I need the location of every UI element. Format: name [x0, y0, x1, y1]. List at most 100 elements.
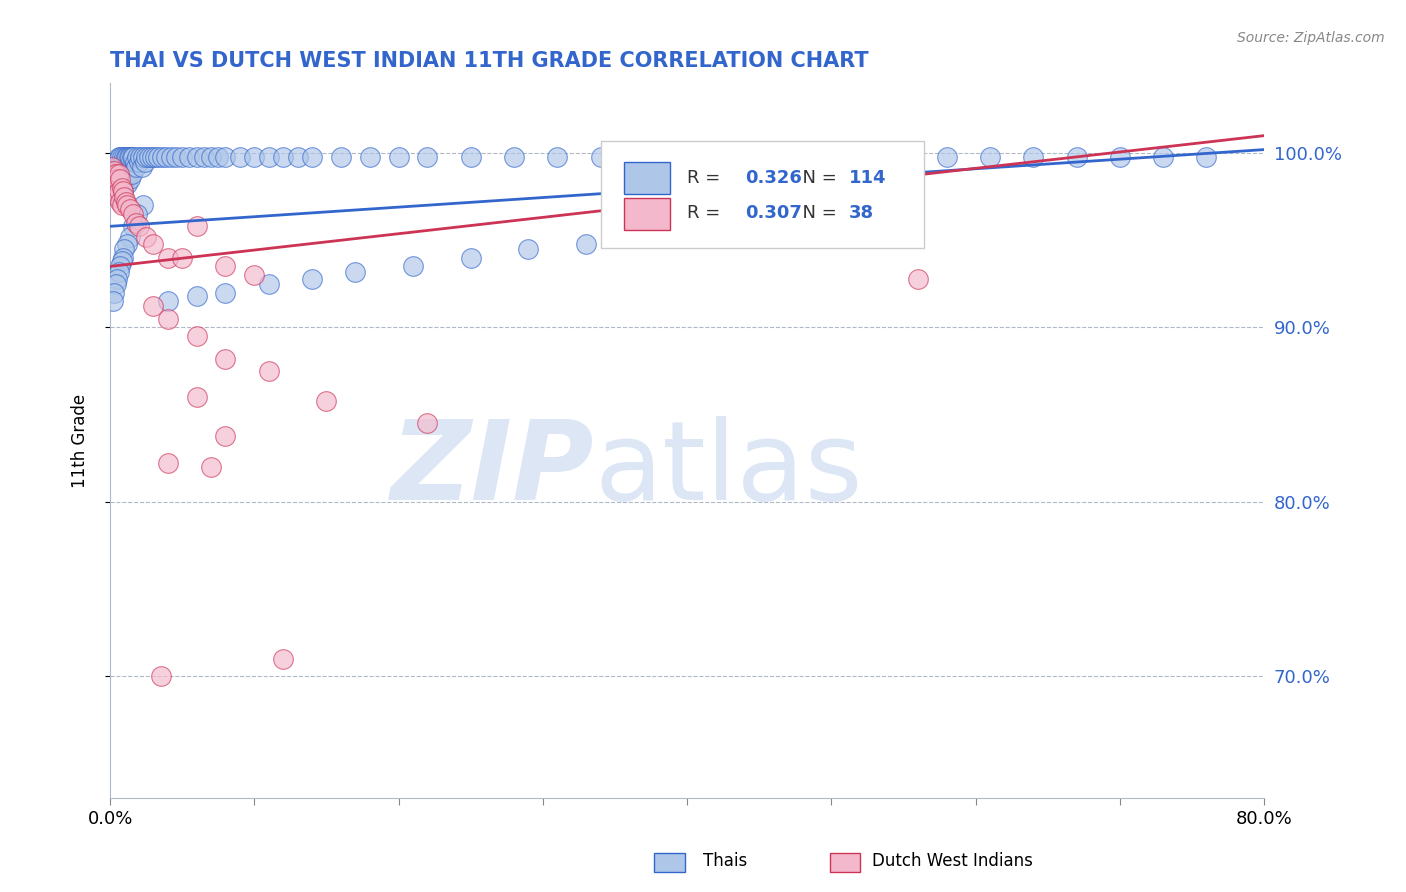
Point — [132, 150, 155, 164]
Point — [107, 160, 129, 174]
Point — [125, 160, 148, 174]
Text: Thais: Thais — [703, 852, 747, 870]
Point — [107, 167, 129, 181]
Point — [108, 178, 131, 192]
Text: Dutch West Indians: Dutch West Indians — [872, 852, 1032, 870]
Point — [179, 150, 201, 164]
Point — [344, 265, 367, 279]
Point — [329, 150, 352, 164]
Point — [107, 150, 129, 164]
Point — [117, 150, 139, 164]
Point — [156, 294, 179, 309]
Point — [108, 163, 131, 178]
Text: R =: R = — [688, 169, 725, 186]
Point — [105, 185, 128, 199]
Point — [121, 150, 143, 164]
Point — [165, 150, 187, 164]
Point — [104, 181, 127, 195]
Point — [214, 150, 236, 164]
Point — [359, 150, 381, 164]
Point — [387, 150, 409, 164]
Point — [107, 265, 129, 279]
Point — [155, 150, 177, 164]
Point — [1066, 150, 1088, 164]
Point — [124, 154, 146, 169]
Point — [156, 457, 179, 471]
Point — [128, 219, 150, 234]
FancyBboxPatch shape — [624, 162, 669, 194]
Y-axis label: 11th Grade: 11th Grade — [72, 393, 89, 488]
Point — [100, 160, 122, 174]
Point — [172, 251, 194, 265]
Point — [108, 172, 131, 186]
Point — [718, 150, 741, 164]
Point — [129, 150, 152, 164]
Point — [135, 229, 157, 244]
Point — [104, 154, 127, 169]
Point — [117, 160, 139, 174]
Text: 38: 38 — [849, 204, 873, 222]
Point — [114, 150, 136, 164]
Point — [1022, 150, 1045, 164]
Point — [141, 150, 163, 164]
Text: N =: N = — [792, 169, 842, 186]
Point — [120, 150, 142, 164]
Point — [108, 150, 131, 164]
Point — [131, 160, 153, 174]
Point — [103, 163, 125, 178]
Text: THAI VS DUTCH WEST INDIAN 11TH GRADE CORRELATION CHART: THAI VS DUTCH WEST INDIAN 11TH GRADE COR… — [110, 51, 869, 70]
Point — [271, 651, 294, 665]
Point — [243, 150, 266, 164]
Point — [110, 163, 132, 178]
Point — [243, 268, 266, 282]
Point — [118, 167, 141, 181]
Point — [104, 167, 127, 181]
Point — [935, 150, 957, 164]
Point — [107, 185, 129, 199]
Point — [114, 242, 136, 256]
Point — [416, 150, 439, 164]
Point — [849, 150, 872, 164]
Point — [229, 150, 252, 164]
Point — [1108, 150, 1130, 164]
Point — [186, 289, 208, 303]
Point — [149, 669, 172, 683]
Point — [186, 390, 208, 404]
Point — [122, 150, 145, 164]
Point — [110, 178, 132, 192]
Point — [186, 329, 208, 343]
Point — [117, 198, 139, 212]
Text: Source: ZipAtlas.com: Source: ZipAtlas.com — [1237, 31, 1385, 45]
Point — [103, 178, 125, 192]
Point — [112, 185, 135, 199]
Point — [103, 185, 125, 199]
Point — [676, 150, 699, 164]
Point — [104, 185, 127, 199]
Point — [214, 428, 236, 442]
Point — [257, 364, 280, 378]
Point — [117, 178, 139, 192]
Point — [122, 207, 145, 221]
Point — [120, 229, 142, 244]
Point — [460, 251, 482, 265]
Point — [112, 251, 135, 265]
Text: ZIP: ZIP — [391, 416, 595, 523]
Point — [103, 160, 125, 174]
Text: 0.307: 0.307 — [745, 204, 801, 222]
Point — [207, 150, 229, 164]
Point — [100, 163, 122, 178]
Point — [402, 260, 425, 274]
Point — [416, 417, 439, 431]
Point — [138, 150, 160, 164]
Point — [146, 150, 169, 164]
Point — [110, 150, 132, 164]
Point — [200, 459, 222, 474]
Point — [257, 150, 280, 164]
Point — [214, 351, 236, 366]
Point — [107, 172, 129, 186]
Point — [186, 150, 208, 164]
FancyBboxPatch shape — [624, 198, 669, 230]
Point — [103, 172, 125, 186]
Point — [156, 311, 179, 326]
Point — [315, 393, 337, 408]
